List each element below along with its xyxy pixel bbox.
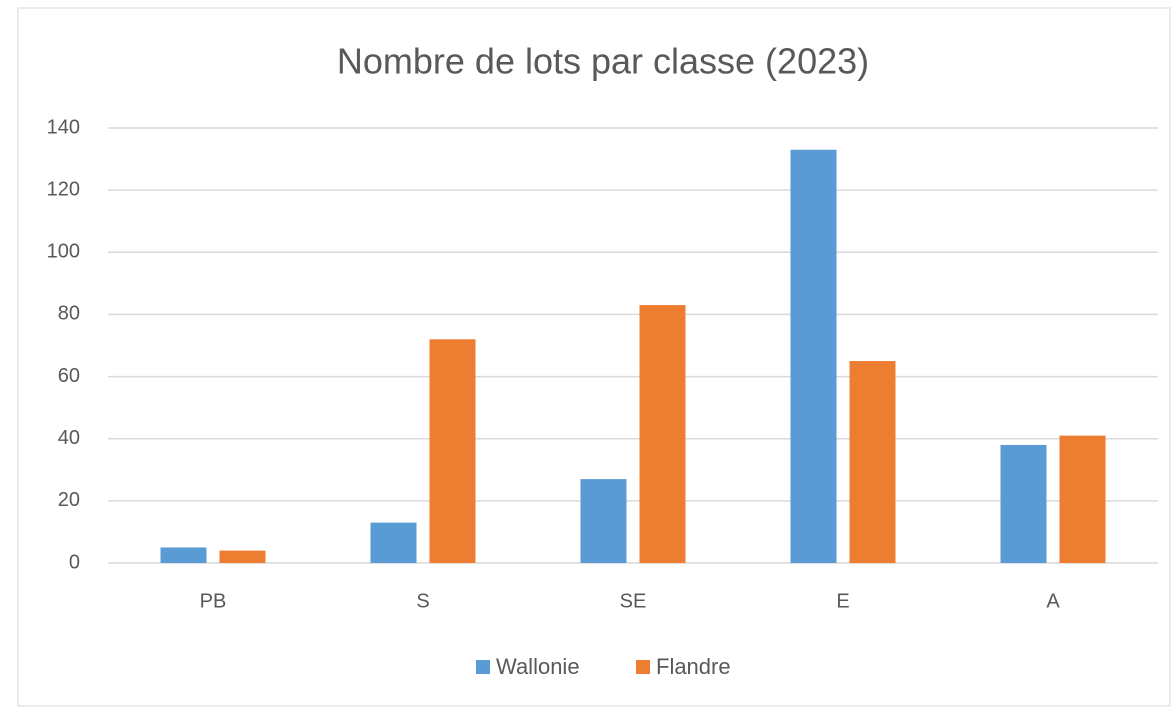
- x-tick-label: SE: [620, 590, 647, 612]
- y-tick-label: 80: [58, 303, 80, 325]
- legend-swatch: [636, 660, 650, 674]
- x-tick-label: S: [416, 590, 429, 612]
- bar: [849, 361, 896, 563]
- x-tick-label: A: [1046, 590, 1060, 612]
- y-tick-label: 20: [58, 489, 80, 511]
- chart-frame: [17, 7, 1171, 707]
- y-tick-label: 100: [47, 241, 80, 263]
- bar: [639, 305, 686, 563]
- x-tick-label: PB: [200, 590, 227, 612]
- y-tick-label: 60: [58, 365, 80, 387]
- legend-label: Flandre: [656, 654, 731, 679]
- y-tick-label: 0: [69, 551, 80, 573]
- chart-title: Nombre de lots par classe (2023): [337, 41, 869, 82]
- bar: [219, 550, 266, 563]
- y-tick-label: 40: [58, 427, 80, 449]
- bar: [1000, 444, 1047, 563]
- y-tick-label: 120: [47, 178, 80, 200]
- bar: [429, 339, 476, 563]
- bar: [1059, 435, 1106, 563]
- bar: [370, 522, 417, 563]
- bar: [580, 479, 627, 563]
- legend-swatch: [476, 660, 490, 674]
- y-tick-label: 140: [47, 116, 80, 138]
- bar: [790, 149, 837, 563]
- bar: [160, 547, 207, 563]
- legend-label: Wallonie: [496, 654, 580, 679]
- x-tick-label: E: [836, 590, 849, 612]
